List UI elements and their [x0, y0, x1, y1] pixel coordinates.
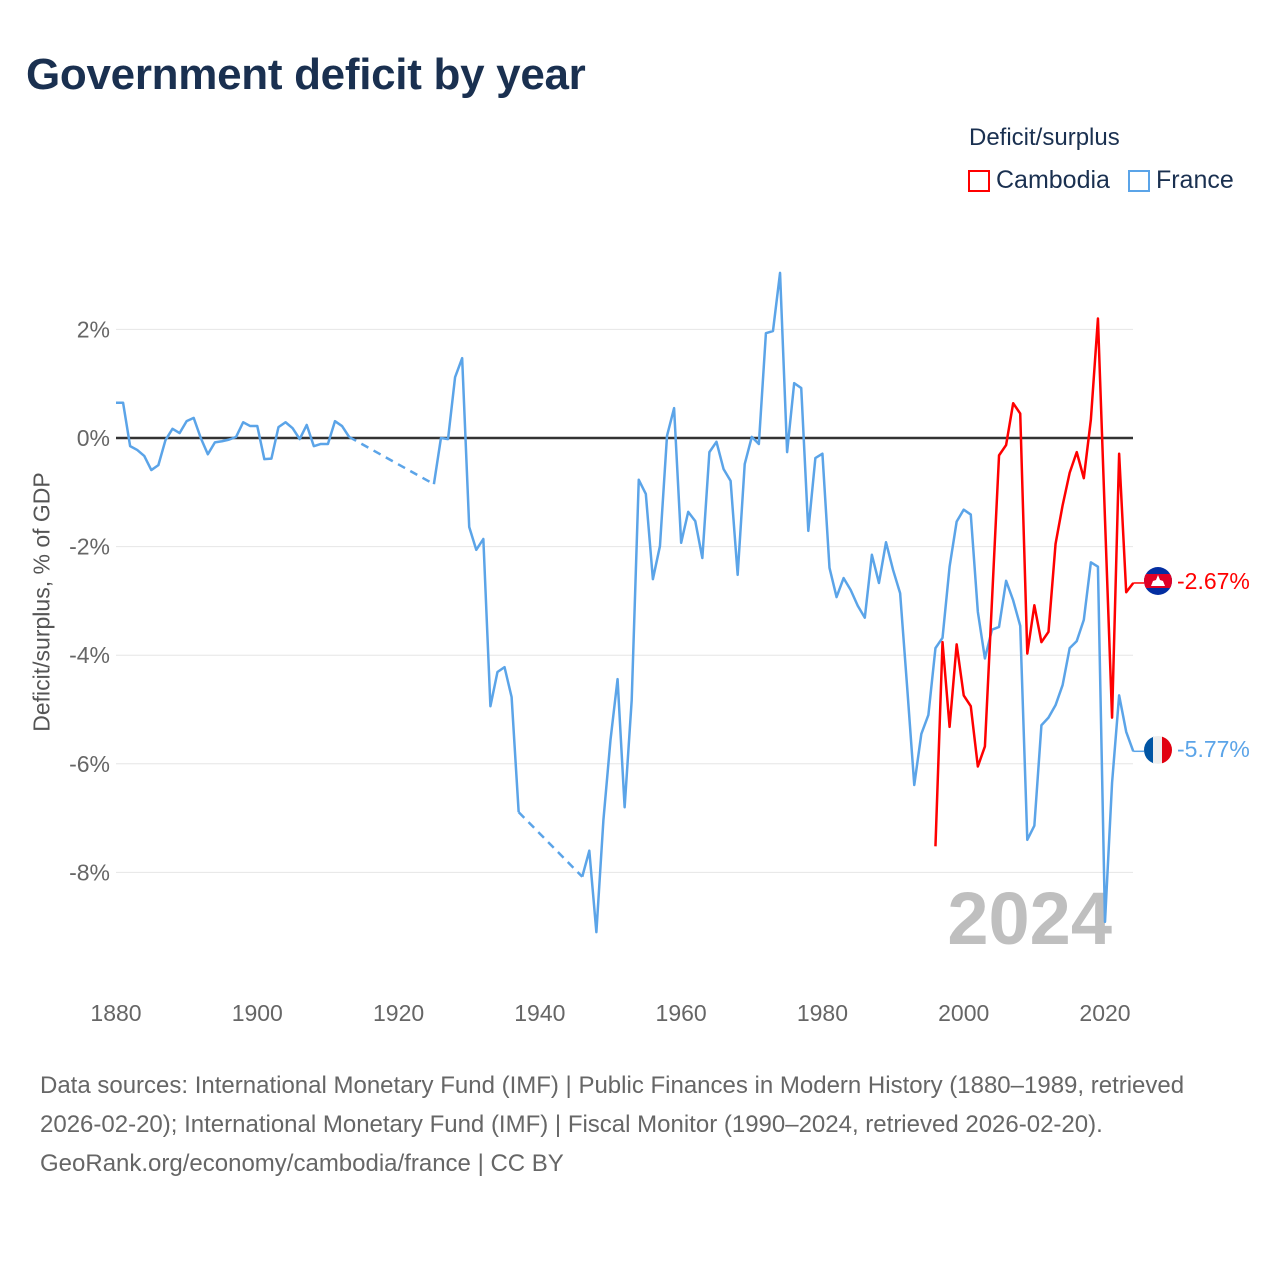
france-series-line — [432, 356, 520, 813]
france-end-label: -5.77% — [1177, 736, 1250, 762]
x-tick-label: 2000 — [938, 1000, 989, 1026]
legend-title: Deficit/surplus — [969, 124, 1120, 151]
page-title: Government deficit by year — [26, 50, 586, 99]
y-tick-label: 0% — [77, 425, 110, 451]
cambodia-end-label: -2.67% — [1177, 568, 1250, 594]
legend-label-france: France — [1155, 166, 1234, 194]
data-sources: Data sources: International Monetary Fun… — [40, 1072, 1185, 1138]
y-tick-label: -2% — [69, 534, 110, 560]
x-tick-label: 1880 — [90, 1000, 141, 1026]
y-tick-label: -6% — [69, 751, 110, 777]
y-tick-label: -8% — [69, 859, 110, 885]
cambodia-series-line — [934, 317, 1135, 847]
legend: Cambodia France — [968, 166, 1234, 195]
year-watermark: 2024 — [947, 877, 1112, 960]
cambodia-flag-icon — [1144, 567, 1172, 595]
y-tick-label: 2% — [77, 316, 110, 342]
x-tick-label: 1920 — [373, 1000, 424, 1026]
footer: Data sources: International Monetary Fun… — [40, 1066, 1240, 1183]
legend-swatch-france — [1127, 169, 1150, 192]
legend-item-france[interactable]: France — [1127, 166, 1234, 195]
x-tick-label: 1960 — [656, 1000, 707, 1026]
x-tick-label: 2020 — [1079, 1000, 1130, 1026]
france-series-line — [581, 271, 1135, 934]
source-link[interactable]: GeoRank.org/economy/cambodia/france | CC… — [40, 1150, 564, 1177]
x-tick-label: 1900 — [232, 1000, 283, 1026]
legend-label-cambodia: Cambodia — [996, 166, 1110, 194]
france-gap-line — [348, 435, 435, 486]
france-gap-line — [517, 811, 584, 878]
y-tick-label: -4% — [69, 642, 110, 668]
france-flag-icon — [1144, 736, 1172, 764]
legend-swatch-cambodia — [968, 169, 990, 192]
france-series-line — [116, 401, 351, 472]
x-tick-label: 1940 — [514, 1000, 565, 1026]
legend-item-cambodia[interactable]: Cambodia — [968, 166, 1110, 195]
x-tick-label: 1980 — [797, 1000, 848, 1026]
